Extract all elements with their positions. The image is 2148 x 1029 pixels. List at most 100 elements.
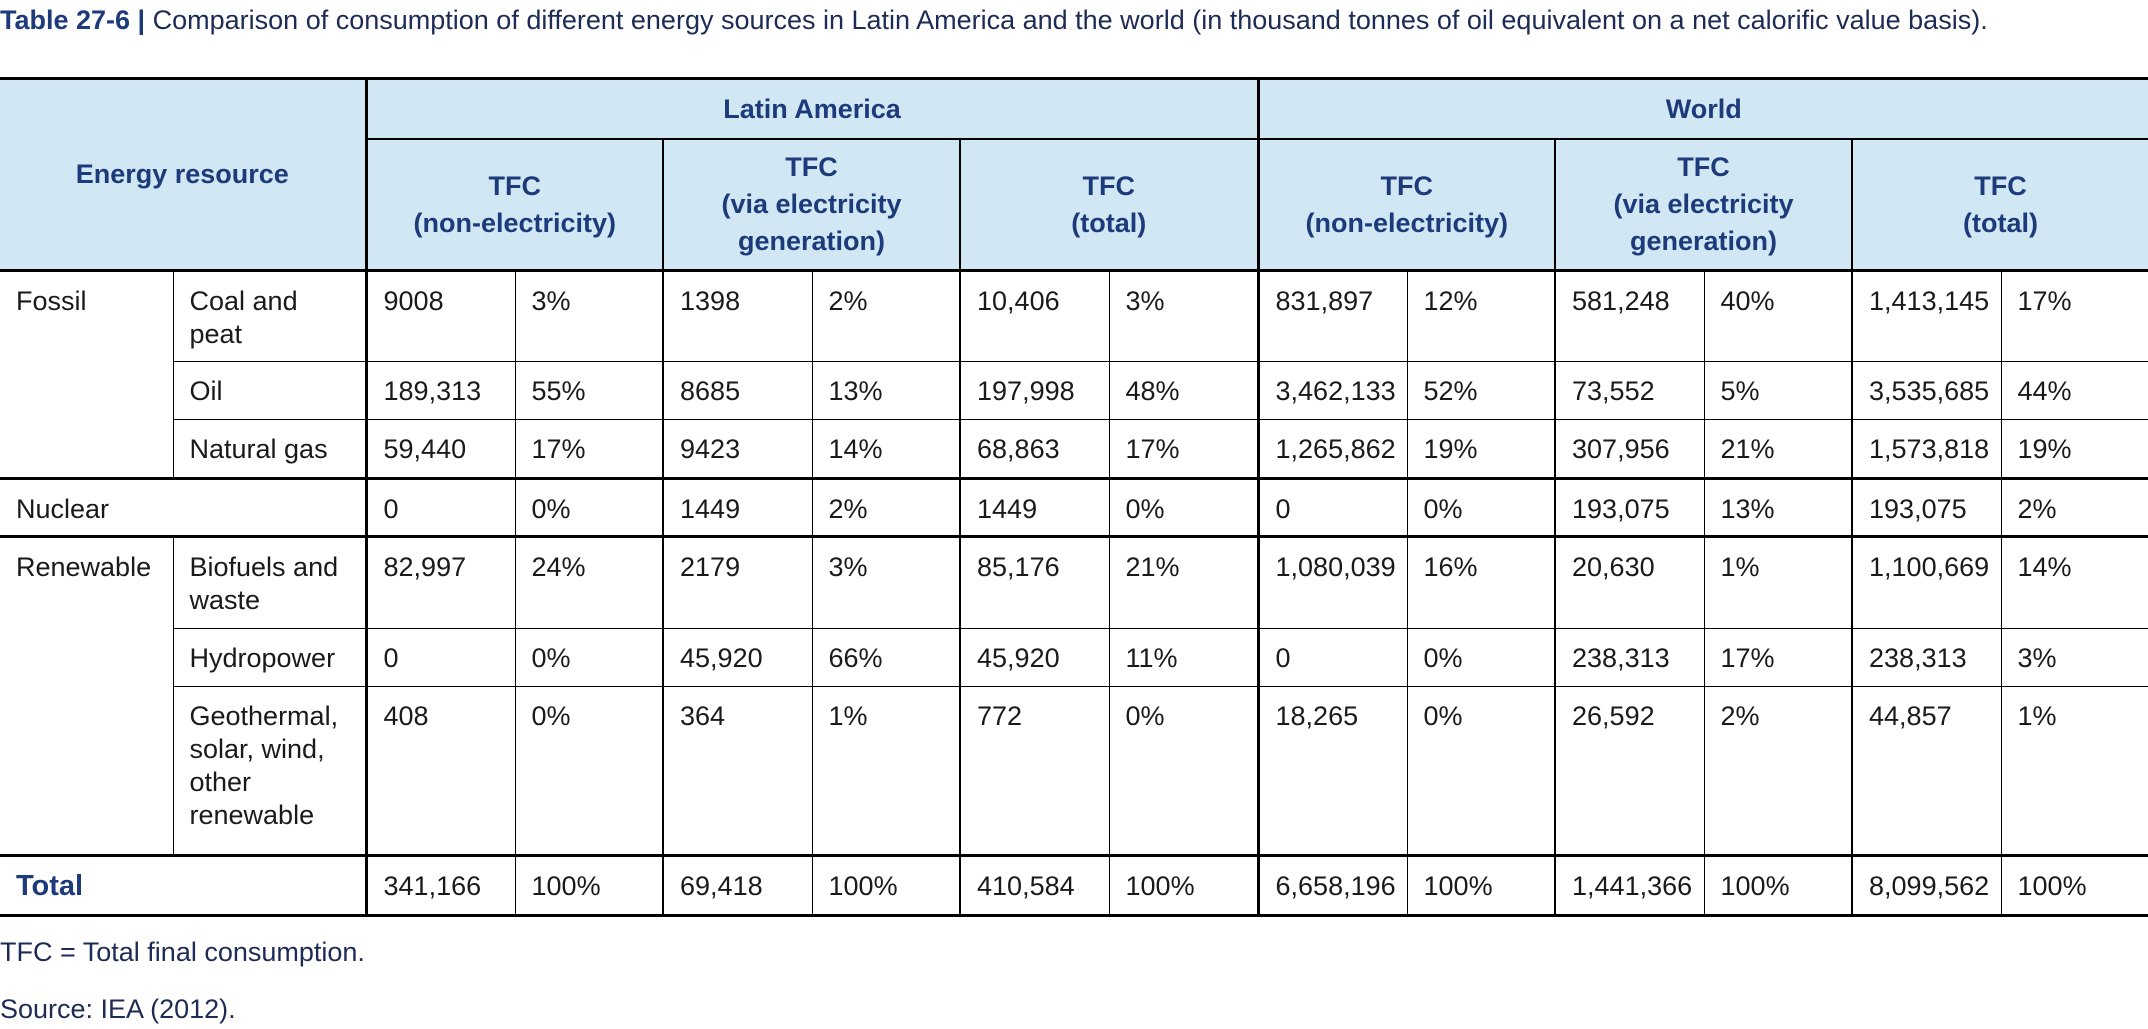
row-label-coal-and-peat: Coal and peat — [173, 270, 368, 362]
group-total: Total — [0, 855, 368, 917]
cell-value: 238,313 — [1555, 628, 1705, 687]
cell-value: 100% — [812, 855, 962, 917]
cell-value: 48% — [1109, 361, 1260, 420]
group-renewable: Renewable — [0, 536, 174, 857]
cell-value: 45,920 — [960, 628, 1110, 687]
cell-value: 0% — [1407, 686, 1557, 857]
cell-value: 17% — [515, 419, 665, 480]
footnote-source: Source: IEA (2012). — [0, 994, 236, 1024]
row-label-biofuels-and-waste: Biofuels and waste — [173, 536, 368, 629]
cell-value: 408 — [366, 686, 516, 857]
cell-value: 12% — [1407, 270, 1557, 362]
header-la-tfc-total: TFC (total) — [960, 139, 1260, 272]
cell-value: 0% — [515, 686, 665, 857]
cell-value: 1398 — [663, 270, 813, 362]
row-label-hydropower: Hydropower — [173, 628, 368, 687]
cell-value: 100% — [1704, 855, 1854, 917]
cell-value: 1,413,145 — [1852, 270, 2002, 362]
footnote-abbreviation: TFC = Total final consumption. — [0, 937, 365, 967]
cell-value: 45,920 — [663, 628, 813, 687]
row-label-oil: Oil — [173, 361, 368, 420]
cell-value: 0% — [515, 628, 665, 687]
table-row-nuclear: Nuclear 0 0% 1449 2% 1449 0% 0 0% 193,07… — [0, 478, 2148, 538]
cell-value: 0% — [1407, 628, 1557, 687]
group-fossil: Fossil — [0, 270, 174, 480]
cell-value: 11% — [1109, 628, 1260, 687]
cell-value: 5% — [1704, 361, 1854, 420]
cell-value: 82,997 — [366, 536, 516, 629]
cell-value: 0 — [1258, 628, 1408, 687]
cell-value: 1,100,669 — [1852, 536, 2002, 629]
cell-value: 1,080,039 — [1258, 536, 1408, 629]
cell-value: 59,440 — [366, 419, 516, 480]
cell-value: 20,630 — [1555, 536, 1705, 629]
cell-value: 197,998 — [960, 361, 1110, 420]
cell-value: 40% — [1704, 270, 1854, 362]
cell-value: 16% — [1407, 536, 1557, 629]
cell-value: 14% — [812, 419, 962, 480]
cell-value: 18,265 — [1258, 686, 1408, 857]
cell-value: 2% — [1704, 686, 1854, 857]
header-la-tfc-via-electricity: TFC (via electricity generation) — [663, 139, 962, 272]
cell-value: 0 — [1258, 478, 1408, 538]
cell-value: 1,441,366 — [1555, 855, 1705, 917]
cell-value: 8685 — [663, 361, 813, 420]
cell-value: 193,075 — [1555, 478, 1705, 538]
cell-value: 1449 — [663, 478, 813, 538]
cell-value: 3% — [2001, 628, 2148, 687]
cell-value: 100% — [1407, 855, 1557, 917]
cell-value: 44% — [2001, 361, 2148, 420]
cell-value: 10,406 — [960, 270, 1110, 362]
cell-value: 0 — [366, 478, 516, 538]
header-latin-america: Latin America — [366, 77, 1260, 140]
cell-value: 52% — [1407, 361, 1557, 420]
table-row-oil: Oil 189,313 55% 8685 13% 197,998 48% 3,4… — [0, 361, 2148, 420]
table-row-coal-and-peat: Fossil Coal and peat 9008 3% 1398 2% 10,4… — [0, 270, 2148, 480]
group-nuclear: Nuclear — [0, 478, 368, 538]
cell-value: 66% — [812, 628, 962, 687]
table-number: Table 27-6 | — [0, 5, 146, 35]
energy-table: Energy resource Latin America World TFC(… — [0, 77, 2148, 917]
cell-value: 17% — [1704, 628, 1854, 687]
table-row-geothermal-solar-wind: Geothermal, solar, wind, other renewable 40… — [0, 686, 2148, 857]
cell-value: 341,166 — [366, 855, 516, 917]
cell-value: 13% — [812, 361, 962, 420]
cell-value: 3% — [812, 536, 962, 629]
cell-value: 2% — [812, 478, 962, 538]
cell-value: 0% — [1109, 686, 1260, 857]
cell-value: 17% — [2001, 270, 2148, 362]
header-world-tfc-via-electricity: TFC (via electricity generation) — [1555, 139, 1854, 272]
table-row-biofuels-and-waste: Renewable Biofuels and waste 82,997 24% 2… — [0, 536, 2148, 857]
cell-value: 73,552 — [1555, 361, 1705, 420]
header-world-tfc-non-electricity: TFC (non-electricity) — [1258, 139, 1557, 272]
cell-value: 0% — [1109, 478, 1260, 538]
cell-value: 1449 — [960, 478, 1110, 538]
cell-value: 100% — [515, 855, 665, 917]
cell-value: 14% — [2001, 536, 2148, 629]
cell-value: 0% — [1407, 478, 1557, 538]
cell-value: 0% — [515, 478, 665, 538]
cell-value: 189,313 — [366, 361, 516, 420]
cell-value: 1,265,862 — [1258, 419, 1408, 480]
cell-value: 6,658,196 — [1258, 855, 1408, 917]
cell-value: 2179 — [663, 536, 813, 629]
cell-value: 772 — [960, 686, 1110, 857]
cell-value: 26,592 — [1555, 686, 1705, 857]
cell-value: 193,075 — [1852, 478, 2002, 538]
cell-value: 307,956 — [1555, 419, 1705, 480]
cell-value: 9423 — [663, 419, 813, 480]
cell-value: 69,418 — [663, 855, 813, 917]
cell-value: 581,248 — [1555, 270, 1705, 362]
cell-value: 238,313 — [1852, 628, 2002, 687]
cell-value: 100% — [1109, 855, 1260, 917]
table-row-hydropower: Hydropower 0 0% 45,920 66% 45,920 11% 0 … — [0, 628, 2148, 687]
cell-value: 1% — [2001, 686, 2148, 857]
table-title: Comparison of consumption of different e… — [152, 5, 1988, 35]
table-row-total: Total 341,166 100% 69,418 100% 410,584 1… — [0, 855, 2148, 917]
cell-value: 19% — [1407, 419, 1557, 480]
cell-value: 9008 — [366, 270, 516, 362]
cell-value: 68,863 — [960, 419, 1110, 480]
cell-value: 2% — [2001, 478, 2148, 538]
header-world-tfc-total: TFC (total) — [1852, 139, 2148, 272]
cell-value: 3,462,133 — [1258, 361, 1408, 420]
